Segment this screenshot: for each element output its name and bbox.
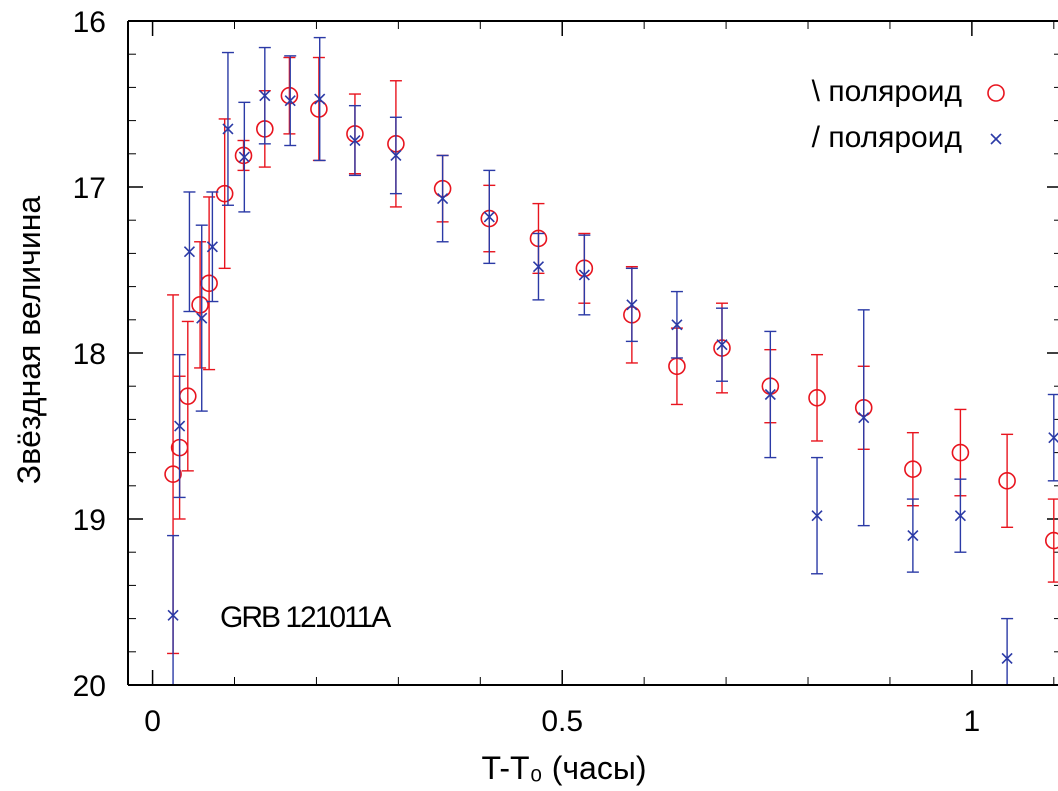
data-point-cross — [259, 90, 271, 102]
cross-stroke — [222, 123, 234, 135]
cross-stroke — [1001, 652, 1013, 665]
x-tick-label: 0 — [144, 705, 161, 738]
data-point-circle — [234, 146, 253, 165]
data-point-cross — [390, 149, 402, 162]
data-point-cross — [811, 510, 823, 522]
data-point-circle — [1045, 531, 1058, 550]
y-tick-label: 20 — [73, 670, 106, 703]
cross-stroke — [167, 609, 179, 621]
data-point-cross — [858, 412, 870, 424]
data-point-cross — [1048, 432, 1058, 444]
data-point-cross — [167, 609, 179, 621]
series-blue-crosses — [167, 36, 1058, 685]
cross-stroke — [483, 211, 495, 223]
data-point-cross — [206, 241, 218, 253]
data-point-cross — [532, 261, 545, 273]
grb-annotation: GRB 121011A — [220, 601, 391, 634]
data-point-circle — [215, 184, 234, 203]
error-bar — [218, 118, 231, 270]
error-bar — [312, 56, 325, 162]
cross-stroke — [671, 319, 683, 331]
cross-stroke — [314, 93, 326, 105]
data-point-cross — [626, 299, 638, 311]
data-point-circle — [904, 460, 922, 479]
legend-marker-circle — [987, 84, 1005, 102]
data-point-cross — [716, 339, 728, 351]
data-point-cross — [907, 530, 919, 542]
cross-stroke — [349, 134, 361, 147]
error-bar — [1001, 433, 1014, 528]
x-tick-label: 1 — [964, 705, 981, 738]
data-point-cross — [578, 269, 590, 281]
data-point-cross — [222, 123, 234, 135]
cross-stroke — [259, 90, 271, 102]
data-point-cross — [954, 510, 966, 522]
cross-stroke — [907, 530, 919, 542]
data-point-cross — [174, 420, 186, 432]
y-tick-label: 18 — [73, 338, 106, 371]
data-point-circle — [164, 465, 182, 483]
legend-label-series-2: / поляроид — [812, 121, 962, 154]
minor-ticks — [128, 21, 1058, 685]
x-tick-label: 0.5 — [541, 705, 583, 738]
data-point-cross — [764, 388, 776, 401]
error-bar — [811, 353, 824, 442]
data-point-cross — [183, 246, 196, 258]
data-point-cross — [437, 193, 449, 205]
y-tick-label: 17 — [73, 172, 106, 205]
cross-stroke — [716, 339, 728, 351]
legend: \ поляроид / поляроид — [812, 75, 1005, 154]
cross-stroke — [390, 149, 402, 162]
data-point-circle — [808, 389, 826, 407]
y-axis-title: Звёздная величина — [11, 196, 47, 485]
cross-stroke — [811, 510, 823, 522]
data-point-circle — [191, 296, 209, 314]
data-point-cross — [284, 95, 296, 107]
cross-stroke — [238, 151, 250, 163]
error-bar — [1047, 498, 1058, 583]
data-point-cross — [238, 151, 250, 163]
error-bar — [194, 241, 207, 369]
data-point-cross — [1001, 652, 1013, 665]
cross-stroke — [954, 510, 966, 522]
x-axis-title: T-T₀ (часы) — [482, 750, 647, 786]
error-bar — [283, 56, 296, 135]
y-tick-label: 16 — [73, 6, 106, 39]
data-point-cross — [483, 211, 495, 223]
tick-labels: 0 0.5 1 16 17 18 19 20 — [73, 6, 981, 738]
data-point-cross — [671, 319, 683, 331]
cross-stroke — [183, 246, 196, 258]
data-point-circle — [310, 100, 328, 118]
data-point-circle — [951, 443, 970, 462]
cross-stroke — [764, 388, 776, 401]
cross-stroke — [284, 95, 296, 107]
cross-stroke — [196, 312, 208, 324]
cross-stroke — [532, 261, 545, 273]
legend-label-series-1: \ поляроид — [812, 75, 962, 108]
data-points — [164, 36, 1058, 685]
error-bar — [906, 431, 919, 507]
data-point-circle — [998, 472, 1016, 490]
cross-stroke — [858, 412, 870, 424]
legend-marker-cross — [990, 133, 1002, 145]
cross-stroke — [1048, 432, 1058, 444]
data-point-cross — [196, 312, 208, 324]
data-point-cross — [349, 134, 361, 147]
cross-stroke — [437, 193, 449, 205]
error-bar — [181, 320, 194, 472]
data-point-cross — [314, 93, 326, 105]
data-point-circle — [280, 86, 299, 105]
cross-stroke — [206, 241, 218, 253]
cross-stroke — [626, 299, 638, 311]
cross-stroke — [578, 269, 590, 281]
error-bar — [203, 196, 216, 371]
cross-stroke — [174, 420, 186, 432]
y-tick-label: 19 — [73, 504, 106, 537]
